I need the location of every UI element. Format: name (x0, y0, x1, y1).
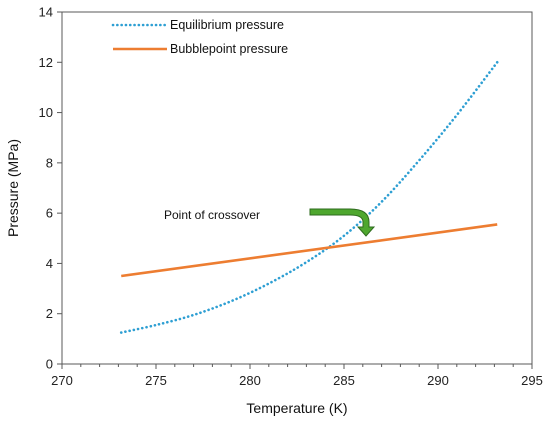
y-axis-title: Pressure (MPa) (5, 139, 21, 237)
x-tick-label: 280 (239, 373, 261, 388)
y-tick-label: 14 (39, 5, 53, 20)
x-tick-label: 275 (145, 373, 167, 388)
x-tick-label: 285 (333, 373, 355, 388)
y-tick-label: 4 (46, 256, 53, 271)
y-tick-label: 12 (39, 55, 53, 70)
plot-area (61, 11, 533, 365)
y-tick-label: 10 (39, 105, 53, 120)
y-tick-label: 6 (46, 206, 53, 221)
legend-label-equilibrium: Equilibrium pressure (170, 18, 284, 32)
series-line-equilibrium (119, 60, 499, 334)
annotation-crossover-label: Point of crossover (164, 208, 260, 222)
x-axis-title: Temperature (K) (246, 400, 347, 416)
series-line-bubblepoint (121, 223, 498, 278)
y-tick-label: 0 (46, 357, 53, 372)
axis-ticks: 270 275 280 285 290 295 0 2 4 6 8 10 12 14 (39, 5, 543, 389)
crossover-arrow-icon (309, 208, 376, 237)
series-layer (119, 60, 499, 334)
plot-border (61, 11, 533, 365)
x-tick-label: 295 (521, 373, 543, 388)
x-tick-label: 270 (51, 373, 73, 388)
legend-label-bubblepoint: Bubblepoint pressure (170, 42, 288, 56)
legend: Equilibrium pressure Bubblepoint pressur… (111, 18, 288, 56)
y-tick-label: 2 (46, 306, 53, 321)
x-tick-label: 290 (427, 373, 449, 388)
y-tick-label: 8 (46, 155, 53, 170)
